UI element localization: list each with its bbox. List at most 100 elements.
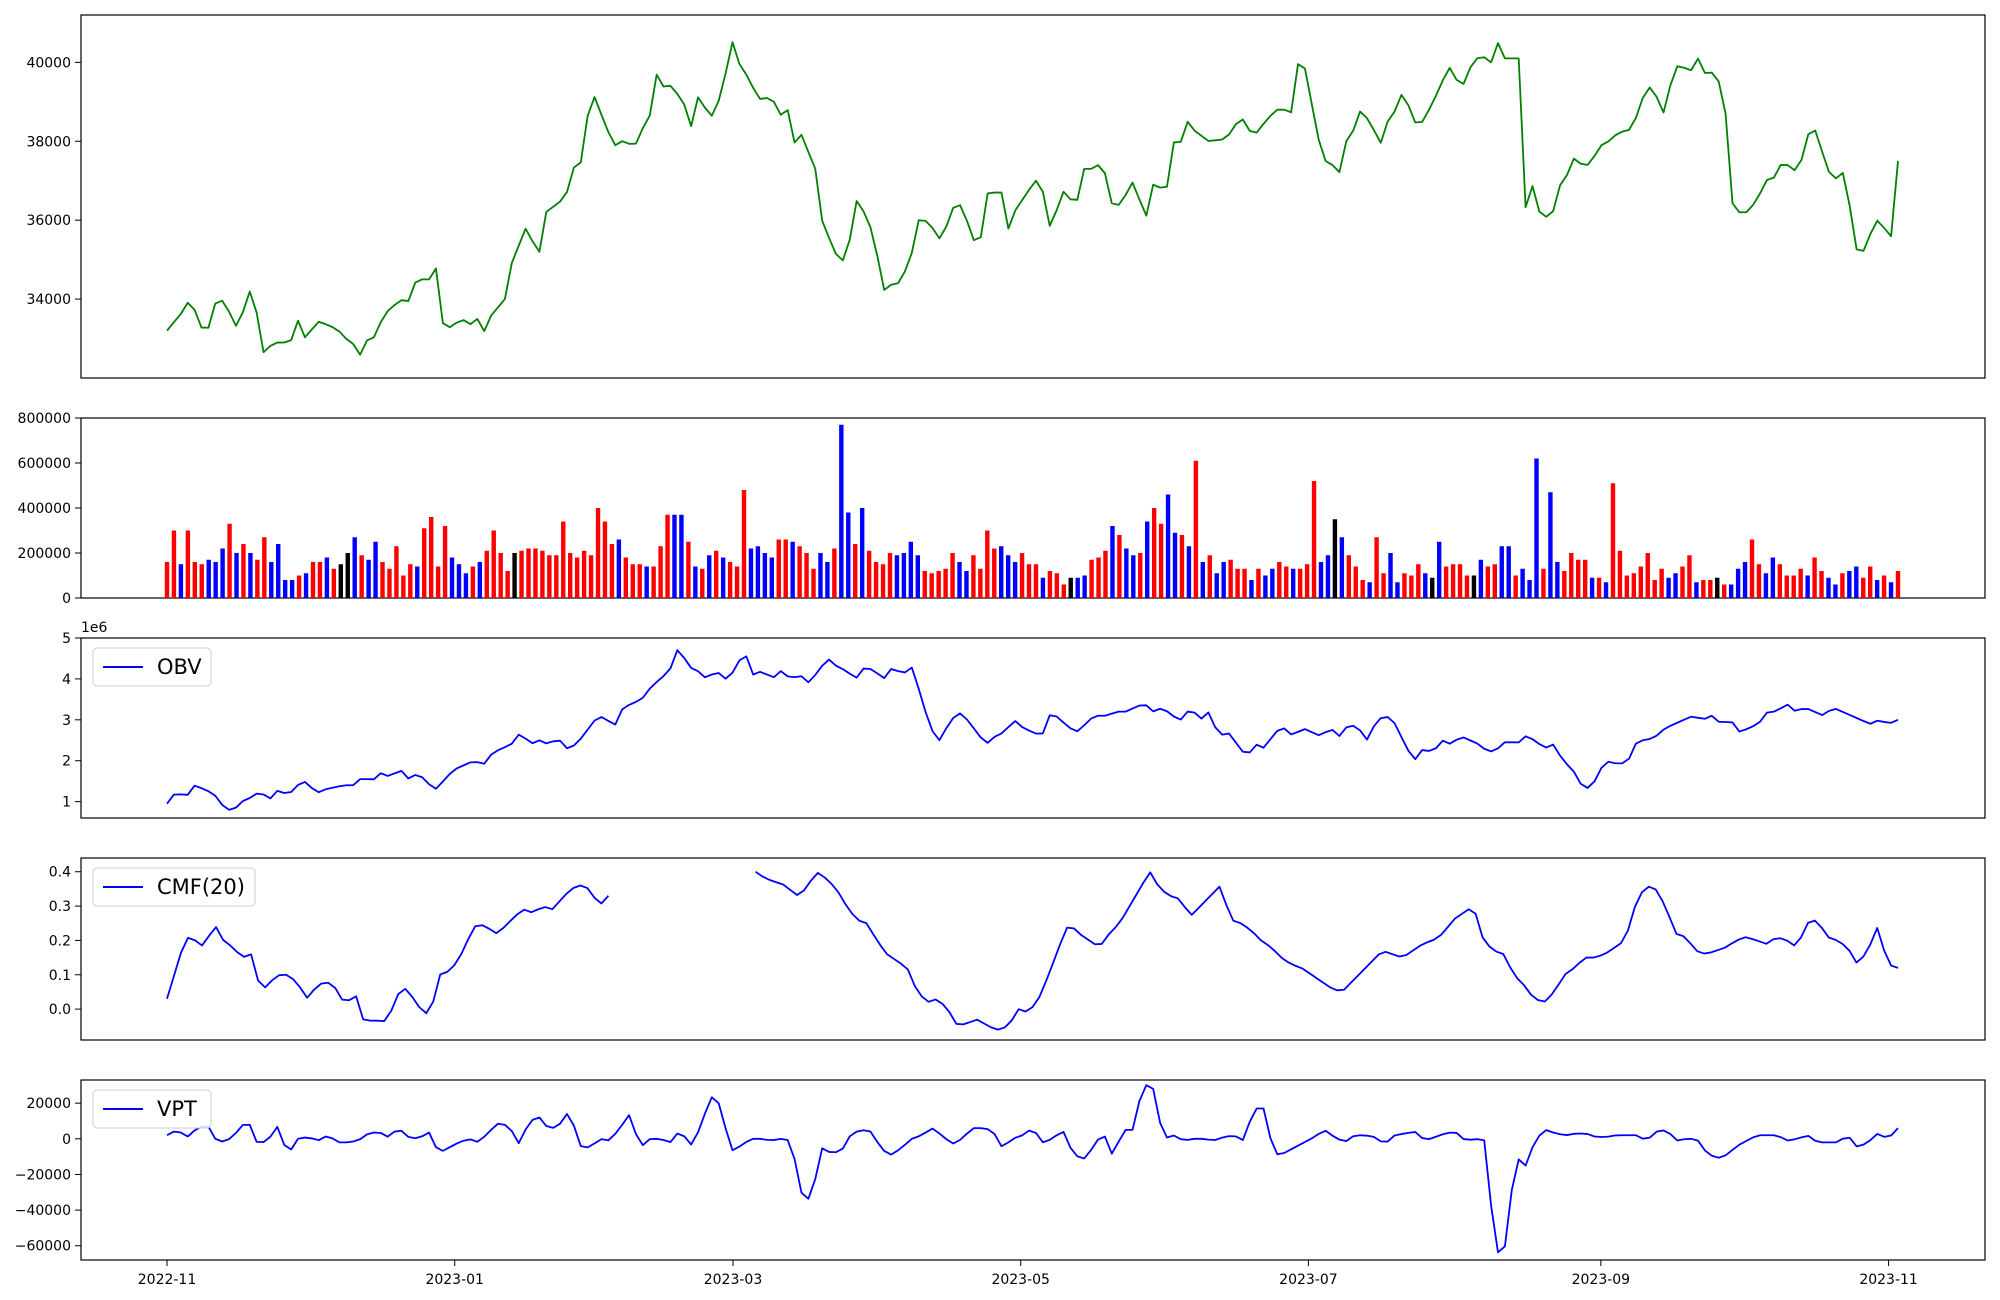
volume-bar bbox=[1367, 582, 1372, 598]
volume-bar bbox=[665, 514, 670, 598]
volume-bar bbox=[491, 530, 496, 598]
volume-bar bbox=[1485, 566, 1491, 598]
volume-bar bbox=[1847, 571, 1852, 598]
volume-bar bbox=[303, 573, 309, 598]
volume-bar bbox=[352, 537, 357, 598]
volume-bar bbox=[1409, 575, 1414, 598]
volume-bar bbox=[1005, 555, 1011, 598]
volume-ytick-label: 0 bbox=[62, 591, 71, 607]
price-ytick-label: 36000 bbox=[26, 213, 71, 229]
price-axes-frame bbox=[80, 14, 1986, 379]
volume-bar bbox=[1193, 460, 1199, 598]
volume-bar bbox=[1715, 577, 1720, 598]
cmf-ytick-label: 0.0 bbox=[49, 1002, 71, 1018]
volume-bar bbox=[1867, 566, 1873, 598]
vpt-legend-label: VPT bbox=[157, 1097, 197, 1121]
cmf-legend-label: CMF(20) bbox=[157, 875, 245, 899]
price-ytick-label: 40000 bbox=[26, 55, 71, 71]
volume-bar bbox=[602, 521, 608, 598]
volume-bar bbox=[248, 553, 253, 598]
volume-bar bbox=[1165, 494, 1171, 598]
price-ytick-label: 34000 bbox=[26, 292, 71, 308]
volume-bar bbox=[220, 548, 225, 598]
volume-bar bbox=[463, 573, 469, 598]
volume-bar bbox=[1117, 535, 1122, 598]
volume-bar bbox=[324, 557, 330, 598]
volume-bar bbox=[713, 550, 719, 598]
volume-ytick-label: 800000 bbox=[18, 411, 71, 427]
volume-bar bbox=[1534, 458, 1539, 598]
volume-bar bbox=[282, 580, 288, 598]
cmf-ytick-label: 0.1 bbox=[49, 968, 71, 984]
volume-bar bbox=[769, 557, 775, 598]
volume-bar bbox=[345, 553, 350, 598]
volume-bar bbox=[950, 553, 955, 598]
volume-bar bbox=[651, 566, 656, 598]
volume-bar bbox=[908, 541, 914, 598]
volume-bar bbox=[1673, 573, 1678, 598]
vpt-ytick-label: −40000 bbox=[15, 1203, 71, 1219]
volume-bar bbox=[1158, 523, 1164, 598]
xtick-label: 2023-09 bbox=[1572, 1272, 1631, 1288]
volume-bar bbox=[1151, 508, 1157, 598]
vpt-y-axis: −60000 −40000 −20000 0 20000 bbox=[15, 1096, 81, 1255]
volume-bar bbox=[623, 557, 629, 598]
volume-bar bbox=[1249, 580, 1254, 598]
volume-bar bbox=[213, 562, 218, 598]
price-series-line bbox=[166, 41, 1899, 356]
volume-bar bbox=[1242, 568, 1247, 598]
volume-bar bbox=[1701, 580, 1706, 598]
volume-bar bbox=[1506, 546, 1511, 598]
volume-bar bbox=[1318, 562, 1324, 598]
volume-bar bbox=[1019, 553, 1025, 598]
volume-bar bbox=[574, 557, 580, 598]
volume-bar bbox=[1624, 575, 1630, 598]
volume-bar bbox=[853, 544, 858, 598]
xtick-label: 2023-11 bbox=[1859, 1272, 1918, 1288]
volume-bar bbox=[1471, 575, 1477, 598]
volume-bar bbox=[1610, 483, 1616, 598]
volume-bar bbox=[1256, 568, 1261, 598]
obv-ytick-label: 5 bbox=[62, 631, 71, 647]
volume-bar bbox=[1888, 582, 1894, 598]
vpt-axes-frame bbox=[80, 1079, 1986, 1261]
volume-bars bbox=[164, 424, 1901, 598]
vpt-ytick-label: 0 bbox=[62, 1132, 71, 1148]
volume-bar bbox=[1040, 577, 1046, 598]
cmf-ytick-label: 0.4 bbox=[49, 865, 71, 881]
volume-bar bbox=[693, 566, 698, 598]
price-ytick-label: 38000 bbox=[26, 134, 71, 150]
volume-bar bbox=[1854, 566, 1859, 598]
volume-bar bbox=[630, 564, 635, 598]
volume-bar bbox=[310, 562, 316, 598]
volume-bar bbox=[1694, 582, 1699, 598]
volume-bar bbox=[1666, 577, 1671, 598]
volume-bar bbox=[1826, 577, 1831, 598]
cmf-series-line bbox=[166, 884, 610, 1022]
volume-bar bbox=[1457, 564, 1463, 598]
volume-bar bbox=[1297, 568, 1303, 598]
volume-bar bbox=[178, 564, 184, 598]
volume-bar bbox=[477, 562, 483, 598]
volume-bar bbox=[887, 553, 893, 598]
vpt-series-line bbox=[166, 1084, 1899, 1254]
volume-bar bbox=[1763, 573, 1769, 598]
volume-bar bbox=[1012, 562, 1018, 598]
volume-bar bbox=[936, 571, 941, 598]
volume-bar bbox=[1728, 584, 1734, 598]
volume-bar bbox=[568, 553, 573, 598]
volume-bar bbox=[554, 555, 559, 598]
volume-bar bbox=[1548, 492, 1553, 598]
volume-bar bbox=[442, 526, 448, 598]
volume-bar bbox=[727, 562, 733, 598]
volume-bar bbox=[380, 562, 385, 598]
vpt-ytick-label: −20000 bbox=[15, 1167, 71, 1183]
volume-bar bbox=[943, 568, 948, 598]
volume-bar bbox=[428, 517, 434, 598]
xtick-label: 2023-01 bbox=[425, 1272, 484, 1288]
obv-series-line bbox=[166, 649, 1899, 811]
volume-bar bbox=[1124, 548, 1129, 598]
volume-bar bbox=[783, 539, 788, 598]
volume-bar bbox=[1478, 559, 1484, 598]
